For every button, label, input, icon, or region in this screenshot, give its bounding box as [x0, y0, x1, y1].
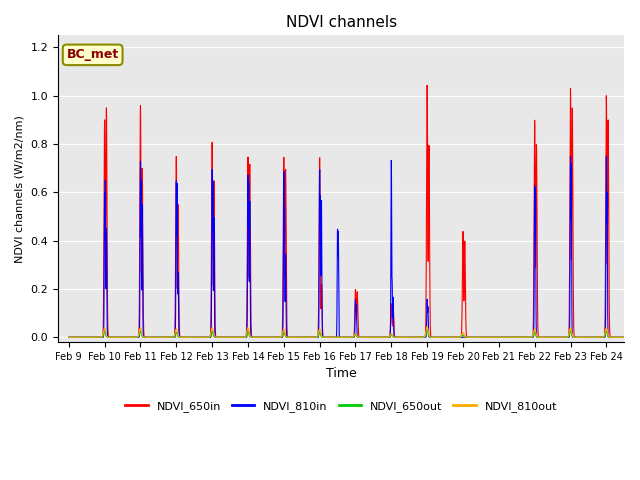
NDVI_650in — [638, 335, 640, 340]
Line: NDVI_650in: NDVI_650in — [68, 85, 640, 337]
NDVI_650in — [65, 335, 72, 340]
NDVI_810out — [480, 335, 488, 340]
NDVI_650in — [551, 335, 559, 340]
Line: NDVI_810in: NDVI_810in — [68, 156, 640, 337]
NDVI_650out — [480, 335, 488, 340]
NDVI_650out — [551, 335, 559, 340]
NDVI_810out — [632, 335, 640, 340]
NDVI_810in — [638, 335, 640, 340]
Legend: NDVI_650in, NDVI_810in, NDVI_650out, NDVI_810out: NDVI_650in, NDVI_810in, NDVI_650out, NDV… — [121, 397, 561, 417]
Line: NDVI_810out: NDVI_810out — [68, 326, 640, 337]
NDVI_810out — [516, 335, 524, 340]
NDVI_650out — [632, 335, 640, 340]
NDVI_650in — [632, 335, 640, 340]
NDVI_650out — [638, 335, 640, 340]
NDVI_650in — [516, 335, 524, 340]
NDVI_810out — [551, 335, 559, 340]
NDVI_650in — [423, 83, 431, 88]
NDVI_810out — [65, 335, 72, 340]
NDVI_650in — [429, 335, 437, 340]
Text: BC_met: BC_met — [67, 48, 119, 61]
Line: NDVI_650out: NDVI_650out — [68, 330, 640, 337]
NDVI_810in — [632, 335, 640, 340]
NDVI_650out — [65, 335, 72, 340]
NDVI_810in — [516, 335, 524, 340]
NDVI_810out — [182, 335, 190, 340]
NDVI_810in — [182, 335, 190, 340]
NDVI_810in — [602, 153, 610, 159]
NDVI_810in — [480, 335, 488, 340]
NDVI_810in — [65, 335, 72, 340]
NDVI_650out — [516, 335, 524, 340]
NDVI_810in — [429, 335, 437, 340]
Y-axis label: NDVI channels (W/m2/nm): NDVI channels (W/m2/nm) — [15, 115, 25, 263]
NDVI_810in — [550, 335, 558, 340]
NDVI_650out — [429, 335, 437, 340]
NDVI_650out — [423, 327, 431, 333]
Title: NDVI channels: NDVI channels — [285, 15, 397, 30]
NDVI_650in — [182, 335, 190, 340]
NDVI_650out — [182, 335, 190, 340]
NDVI_810out — [429, 335, 437, 340]
NDVI_810out — [423, 324, 431, 329]
NDVI_810out — [638, 335, 640, 340]
X-axis label: Time: Time — [326, 367, 356, 380]
NDVI_650in — [480, 335, 488, 340]
